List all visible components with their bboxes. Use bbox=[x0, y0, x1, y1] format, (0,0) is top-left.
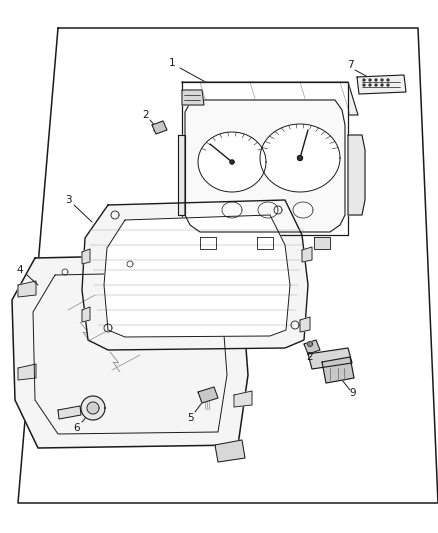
Text: 3: 3 bbox=[65, 195, 71, 205]
Polygon shape bbox=[12, 254, 248, 448]
Polygon shape bbox=[198, 132, 266, 192]
Polygon shape bbox=[182, 82, 348, 235]
Polygon shape bbox=[381, 84, 383, 86]
Polygon shape bbox=[104, 215, 290, 337]
Polygon shape bbox=[369, 84, 371, 86]
Text: 7: 7 bbox=[347, 60, 353, 70]
Polygon shape bbox=[302, 247, 312, 262]
Polygon shape bbox=[375, 84, 377, 86]
Polygon shape bbox=[387, 79, 389, 81]
Polygon shape bbox=[300, 317, 310, 332]
Polygon shape bbox=[375, 79, 377, 81]
Text: 5: 5 bbox=[187, 413, 193, 423]
Polygon shape bbox=[152, 121, 167, 134]
Polygon shape bbox=[200, 237, 216, 249]
Polygon shape bbox=[87, 402, 99, 414]
Polygon shape bbox=[82, 200, 308, 350]
Polygon shape bbox=[198, 387, 218, 403]
Polygon shape bbox=[18, 28, 438, 503]
Polygon shape bbox=[322, 357, 354, 383]
Text: 2: 2 bbox=[307, 352, 313, 362]
Text: 9: 9 bbox=[350, 388, 356, 398]
Text: 1: 1 bbox=[169, 58, 175, 68]
Polygon shape bbox=[18, 281, 36, 297]
Polygon shape bbox=[234, 391, 252, 407]
Polygon shape bbox=[257, 237, 273, 249]
Polygon shape bbox=[182, 82, 358, 115]
Polygon shape bbox=[363, 79, 365, 81]
Polygon shape bbox=[387, 84, 389, 86]
Polygon shape bbox=[81, 396, 105, 420]
Polygon shape bbox=[235, 281, 253, 297]
Polygon shape bbox=[58, 406, 81, 419]
Polygon shape bbox=[357, 75, 406, 94]
Polygon shape bbox=[260, 124, 340, 192]
Polygon shape bbox=[381, 79, 383, 81]
Polygon shape bbox=[307, 342, 312, 346]
Polygon shape bbox=[82, 307, 90, 322]
Polygon shape bbox=[297, 156, 303, 160]
Polygon shape bbox=[230, 160, 234, 164]
Polygon shape bbox=[314, 237, 330, 249]
Text: 2: 2 bbox=[143, 110, 149, 120]
Text: 6: 6 bbox=[74, 423, 80, 433]
Polygon shape bbox=[18, 364, 36, 380]
Polygon shape bbox=[348, 135, 365, 215]
Polygon shape bbox=[82, 249, 90, 264]
Polygon shape bbox=[363, 84, 365, 86]
Polygon shape bbox=[304, 340, 320, 354]
Polygon shape bbox=[308, 348, 352, 369]
Text: 4: 4 bbox=[17, 265, 23, 275]
Polygon shape bbox=[215, 440, 245, 462]
Polygon shape bbox=[182, 90, 204, 105]
Polygon shape bbox=[369, 79, 371, 81]
Polygon shape bbox=[185, 100, 345, 232]
Polygon shape bbox=[178, 135, 185, 215]
